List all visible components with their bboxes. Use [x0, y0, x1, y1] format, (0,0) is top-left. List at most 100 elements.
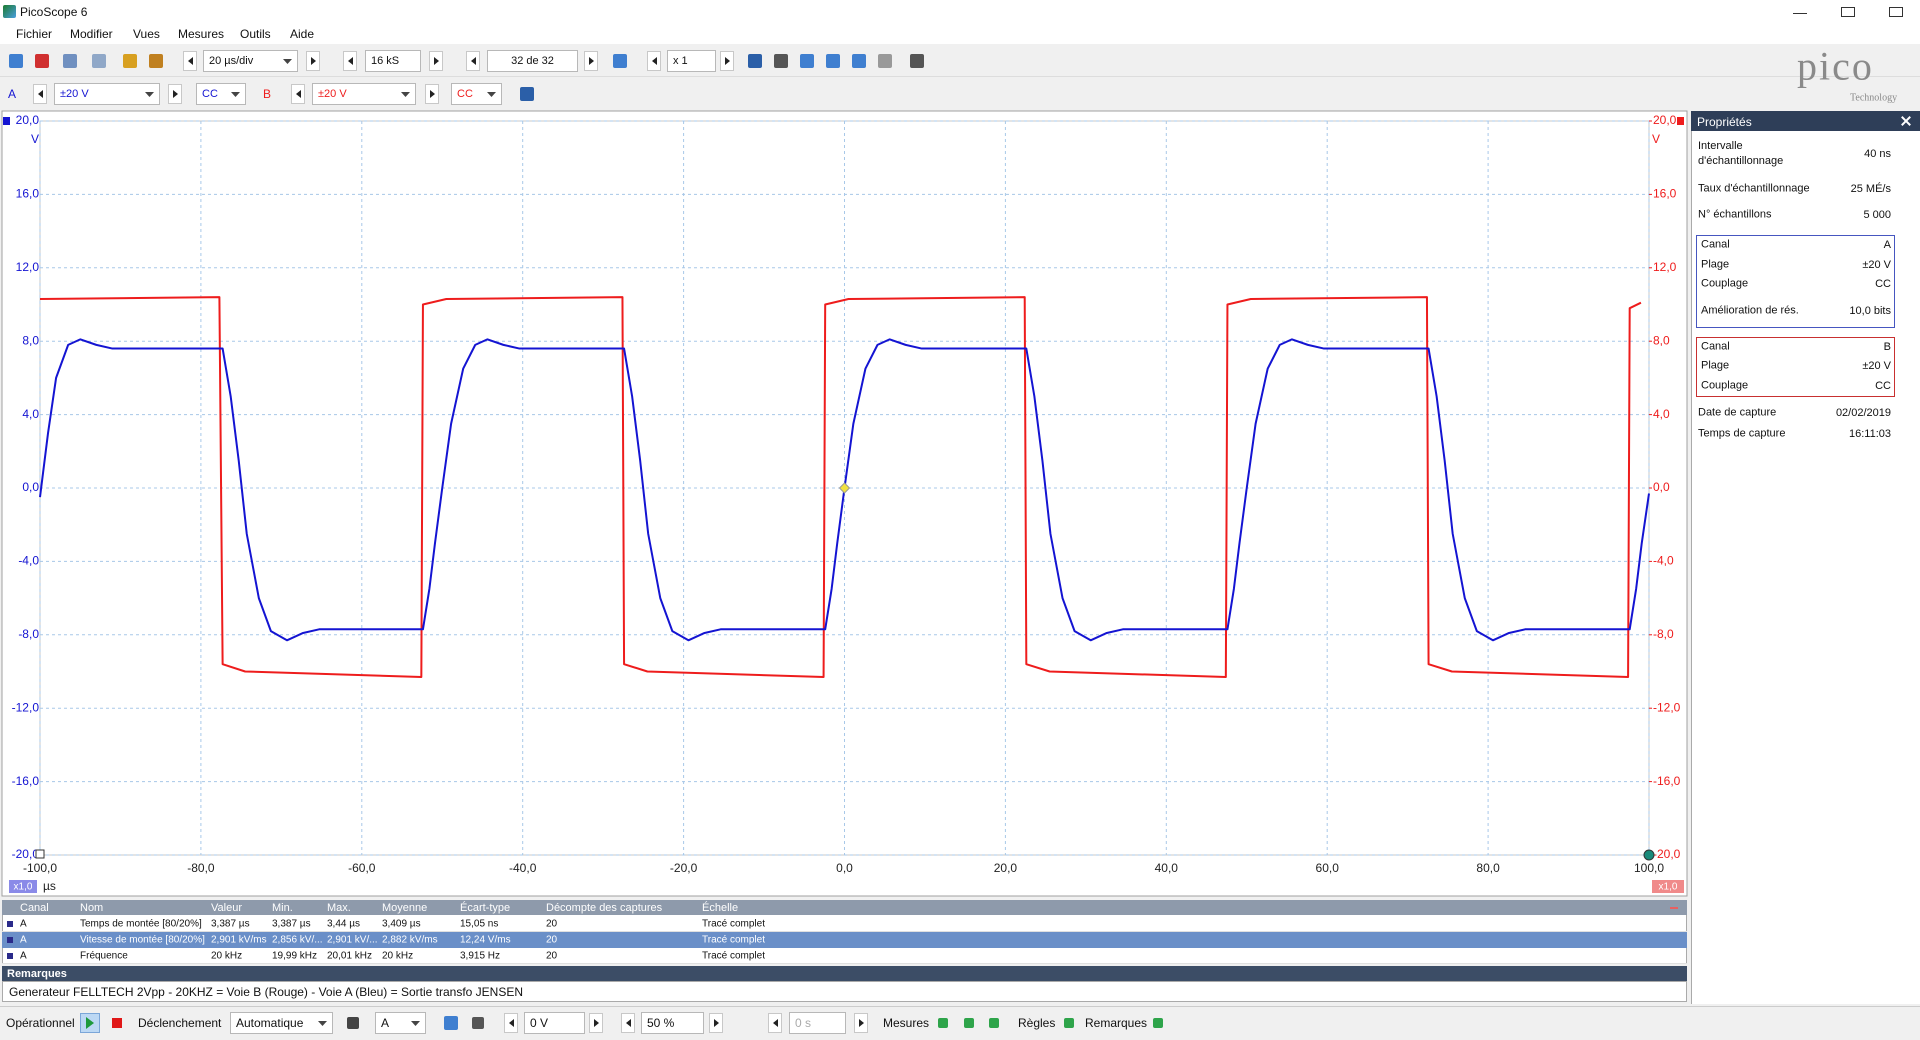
tool-button[interactable]: [609, 50, 631, 72]
arrow-button[interactable]: [621, 1013, 635, 1033]
tool-button[interactable]: [934, 1014, 952, 1032]
arrow-button[interactable]: [429, 51, 443, 71]
tool-button[interactable]: [848, 50, 870, 72]
dropdown-glyph[interactable]: [318, 1021, 327, 1026]
field[interactable]: CC: [196, 83, 246, 105]
arrow-button[interactable]: [343, 51, 357, 71]
tool-button[interactable]: [796, 50, 818, 72]
dropdown-glyph[interactable]: [231, 92, 240, 97]
arrow-button[interactable]: [647, 51, 661, 71]
tool-button[interactable]: [744, 50, 766, 72]
arrow-button[interactable]: [768, 1013, 782, 1033]
column-header[interactable]: Décompte des captures: [546, 902, 663, 914]
menu-item[interactable]: Outils: [240, 27, 271, 41]
column-header[interactable]: Écart-type: [460, 902, 511, 914]
field[interactable]: A: [375, 1012, 426, 1034]
tool-button[interactable]: [874, 50, 896, 72]
field[interactable]: CC: [451, 83, 502, 105]
column-header[interactable]: Nom: [80, 902, 104, 914]
x-tick-label: -40,0: [509, 861, 537, 875]
tool-button[interactable]: [58, 49, 82, 73]
arrow-button[interactable]: [584, 51, 598, 71]
arrow-button[interactable]: [720, 51, 734, 71]
collapse-button[interactable]: [1670, 907, 1678, 909]
tool-button[interactable]: [343, 1013, 363, 1033]
arrow-button[interactable]: [306, 51, 320, 71]
close-button[interactable]: [1900, 115, 1912, 127]
channel-b-label[interactable]: B: [263, 87, 272, 101]
tool-button[interactable]: [440, 1012, 462, 1034]
menu-item[interactable]: Aide: [290, 27, 315, 41]
tool-button[interactable]: [144, 49, 168, 73]
field[interactable]: 50 %: [641, 1012, 704, 1034]
dropdown-glyph[interactable]: [401, 92, 410, 97]
arrow-button[interactable]: [168, 84, 182, 104]
field[interactable]: 16 kS: [365, 50, 421, 72]
window-button[interactable]: [1793, 8, 1807, 14]
column-header[interactable]: Valeur: [211, 902, 242, 914]
dropdown-glyph[interactable]: [145, 92, 154, 97]
table-row[interactable]: [2, 916, 1687, 932]
tool-button[interactable]: [985, 1014, 1003, 1032]
status-notes[interactable]: Remarques: [1085, 1016, 1148, 1030]
field[interactable]: x 1: [667, 50, 716, 72]
column-header[interactable]: Max.: [327, 902, 351, 914]
status-rulers[interactable]: Règles: [1018, 1016, 1056, 1030]
arrow-button[interactable]: [425, 84, 439, 104]
y-tick-label: -4,0: [18, 554, 39, 568]
tool-button[interactable]: [1060, 1014, 1078, 1032]
tool-button[interactable]: [770, 50, 792, 72]
stop-button[interactable]: [112, 1018, 122, 1028]
menu-item[interactable]: Fichier: [16, 27, 53, 41]
y2-unit: V: [1652, 132, 1660, 146]
status-measures[interactable]: Mesures: [883, 1016, 930, 1030]
table-row[interactable]: [2, 948, 1687, 964]
arrow-button[interactable]: [504, 1013, 518, 1033]
tool-button[interactable]: [906, 50, 928, 72]
dropdown-glyph[interactable]: [283, 59, 292, 64]
arrow-button[interactable]: [291, 84, 305, 104]
app-icon: [3, 5, 16, 18]
cell: Fréquence: [80, 950, 128, 962]
tool-button[interactable]: [30, 49, 54, 73]
tool-button[interactable]: [4, 49, 28, 73]
arrow-button[interactable]: [589, 1013, 603, 1033]
arrow-button[interactable]: [709, 1013, 723, 1033]
window-button[interactable]: [1889, 7, 1903, 17]
tool-button[interactable]: [1149, 1014, 1167, 1032]
dropdown-glyph[interactable]: [411, 1021, 420, 1026]
icon: [34, 53, 50, 69]
column-header[interactable]: Moyenne: [382, 902, 428, 914]
arrow-button[interactable]: [33, 84, 47, 104]
menu-item[interactable]: Modifier: [70, 27, 113, 41]
field[interactable]: 32 de 32: [487, 50, 578, 72]
column-header[interactable]: Échelle: [702, 902, 739, 914]
field[interactable]: ±20 V: [54, 83, 160, 105]
x-tick-label: -60,0: [348, 861, 376, 875]
arrow-button[interactable]: [854, 1013, 868, 1033]
field[interactable]: 0 V: [524, 1012, 585, 1034]
field[interactable]: Automatique: [230, 1012, 333, 1034]
tool-button[interactable]: [822, 50, 844, 72]
icon: [8, 53, 24, 69]
arrow-button[interactable]: [466, 51, 480, 71]
arrow-glyph: [173, 90, 178, 98]
dropdown-glyph[interactable]: [487, 92, 496, 97]
field[interactable]: 20 µs/div: [203, 50, 298, 72]
table-row[interactable]: [2, 932, 1687, 948]
tool-button[interactable]: [960, 1014, 978, 1032]
column-header[interactable]: Canal: [20, 902, 49, 914]
tool-button[interactable]: [468, 1013, 488, 1033]
field[interactable]: 0 s: [789, 1012, 846, 1034]
tool-button[interactable]: [118, 49, 142, 73]
arrow-button[interactable]: [183, 51, 197, 71]
tool-button[interactable]: [87, 49, 111, 73]
tool-button[interactable]: [516, 83, 538, 105]
column-header[interactable]: Min.: [272, 902, 293, 914]
field[interactable]: ±20 V: [312, 83, 416, 105]
window-button[interactable]: [1841, 7, 1855, 17]
field-text: 0 V: [530, 1016, 549, 1030]
menu-item[interactable]: Mesures: [178, 27, 225, 41]
menu-item[interactable]: Vues: [133, 27, 160, 41]
channel-a-label[interactable]: A: [8, 87, 17, 101]
